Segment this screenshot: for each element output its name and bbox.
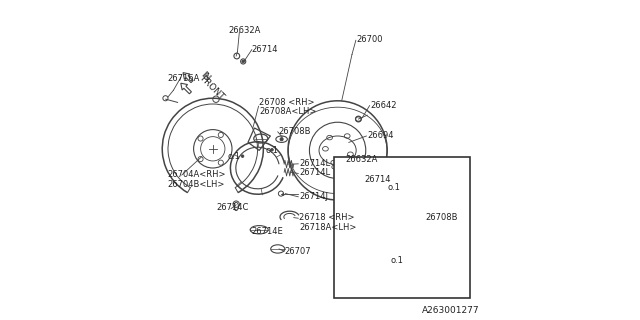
Text: 26714: 26714 [251,45,278,54]
Circle shape [280,138,284,141]
Text: 26708B: 26708B [278,127,311,136]
Text: 26632A: 26632A [345,156,378,164]
Text: 26714L: 26714L [300,159,330,168]
Text: 26718A<LH>: 26718A<LH> [300,223,356,232]
Text: 26700: 26700 [357,36,383,44]
FancyArrow shape [183,73,193,83]
Circle shape [392,187,395,189]
Text: 26714L: 26714L [300,168,330,177]
FancyArrow shape [181,83,191,94]
Text: 26708 <RH>: 26708 <RH> [259,98,315,107]
Bar [334,157,470,298]
Text: o.1: o.1 [227,152,240,161]
Text: 26718 <RH>: 26718 <RH> [300,213,355,222]
Text: 26714J: 26714J [300,192,328,201]
Text: A263001277: A263001277 [422,306,480,315]
Text: 26632A: 26632A [229,26,261,35]
Text: FRONT: FRONT [198,74,226,102]
Text: 26714C: 26714C [216,204,248,212]
Circle shape [271,148,273,151]
Text: o.1: o.1 [390,256,403,265]
Text: 26707: 26707 [285,247,312,256]
Text: 26714: 26714 [364,175,390,184]
Text: 26704A<RH>: 26704A<RH> [167,170,225,179]
Circle shape [242,60,244,63]
Text: 26642: 26642 [371,101,397,110]
Text: 26704B<LH>: 26704B<LH> [167,180,225,189]
Text: 26716A: 26716A [167,74,200,83]
Circle shape [241,155,244,157]
Circle shape [366,174,369,176]
Text: o.1: o.1 [387,183,400,192]
Text: 26694: 26694 [367,132,394,140]
Text: 26708B: 26708B [426,213,458,222]
Text: o.1: o.1 [266,146,278,155]
Circle shape [282,194,284,196]
Text: 26708A<LH>: 26708A<LH> [259,108,317,116]
Text: IN: IN [199,70,212,83]
Circle shape [392,260,394,263]
Text: 26714E: 26714E [251,227,283,236]
